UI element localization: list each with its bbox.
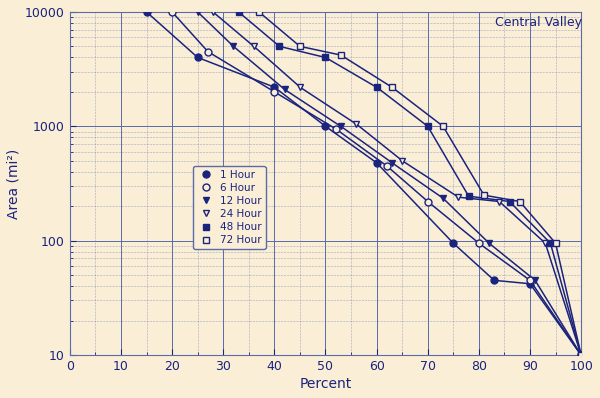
72 Hour xyxy=(516,199,523,204)
72 Hour xyxy=(296,44,304,49)
6 Hour xyxy=(271,90,278,94)
72 Hour xyxy=(439,124,446,129)
48 Hour xyxy=(235,10,242,14)
48 Hour xyxy=(578,353,585,357)
24 Hour xyxy=(496,199,503,204)
12 Hour xyxy=(230,44,237,49)
12 Hour xyxy=(281,87,288,92)
24 Hour xyxy=(353,121,360,126)
24 Hour xyxy=(542,241,549,246)
Legend: 1 Hour, 6 Hour, 12 Hour, 24 Hour, 48 Hour, 72 Hour: 1 Hour, 6 Hour, 12 Hour, 24 Hour, 48 Hou… xyxy=(193,166,266,250)
24 Hour xyxy=(455,195,462,199)
6 Hour xyxy=(475,241,482,246)
Line: 72 Hour: 72 Hour xyxy=(256,8,584,359)
72 Hour xyxy=(481,193,488,197)
Text: Central Valley: Central Valley xyxy=(495,16,582,29)
1 Hour xyxy=(143,10,150,14)
1 Hour xyxy=(271,85,278,90)
24 Hour xyxy=(296,85,304,90)
1 Hour xyxy=(526,281,533,286)
72 Hour xyxy=(388,85,395,90)
48 Hour xyxy=(276,44,283,49)
48 Hour xyxy=(506,199,513,204)
Line: 48 Hour: 48 Hour xyxy=(235,8,584,359)
X-axis label: Percent: Percent xyxy=(299,377,352,391)
12 Hour xyxy=(337,124,344,129)
12 Hour xyxy=(485,241,493,246)
1 Hour xyxy=(373,160,380,165)
72 Hour xyxy=(337,53,344,57)
24 Hour xyxy=(209,10,217,14)
12 Hour xyxy=(194,10,201,14)
6 Hour xyxy=(424,199,431,204)
12 Hour xyxy=(532,278,539,283)
Line: 6 Hour: 6 Hour xyxy=(169,8,584,359)
72 Hour xyxy=(552,241,559,246)
48 Hour xyxy=(373,85,380,90)
1 Hour xyxy=(491,278,498,283)
24 Hour xyxy=(398,158,406,163)
1 Hour xyxy=(322,124,329,129)
72 Hour xyxy=(578,353,585,357)
48 Hour xyxy=(322,55,329,60)
12 Hour xyxy=(578,353,585,357)
1 Hour xyxy=(578,353,585,357)
6 Hour xyxy=(332,127,340,131)
6 Hour xyxy=(383,164,391,168)
48 Hour xyxy=(424,124,431,129)
6 Hour xyxy=(526,278,533,283)
72 Hour xyxy=(256,10,263,14)
1 Hour xyxy=(194,55,201,60)
1 Hour xyxy=(450,241,457,246)
24 Hour xyxy=(250,44,257,49)
Line: 1 Hour: 1 Hour xyxy=(143,8,584,359)
48 Hour xyxy=(547,241,554,246)
12 Hour xyxy=(388,160,395,165)
6 Hour xyxy=(578,353,585,357)
Line: 24 Hour: 24 Hour xyxy=(209,8,584,359)
24 Hour xyxy=(578,353,585,357)
6 Hour xyxy=(204,49,211,54)
Line: 12 Hour: 12 Hour xyxy=(194,8,584,359)
12 Hour xyxy=(439,196,446,201)
Y-axis label: Area (mi²): Area (mi²) xyxy=(7,148,21,219)
48 Hour xyxy=(465,194,472,199)
6 Hour xyxy=(169,10,176,14)
